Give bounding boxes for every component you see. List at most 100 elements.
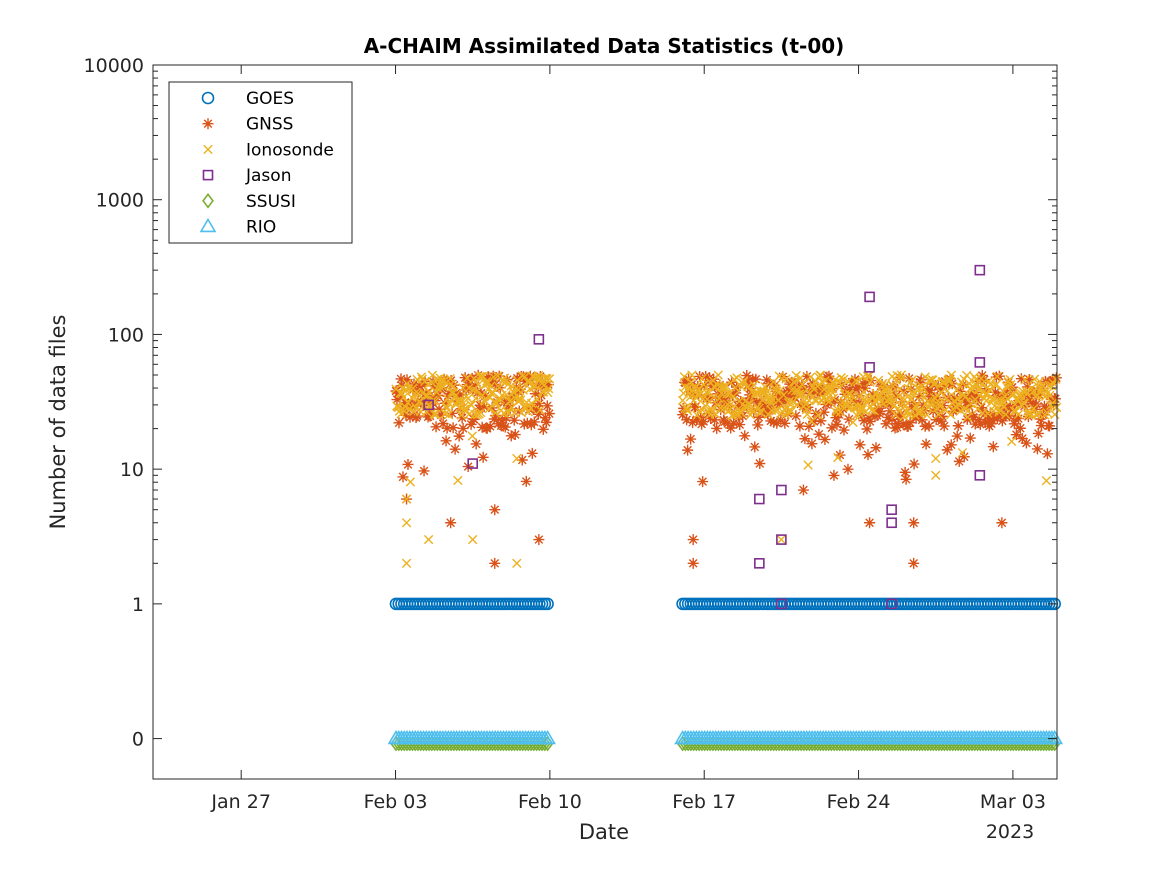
- data-point: [697, 373, 707, 384]
- data-point: [469, 380, 481, 392]
- data-point: [744, 399, 755, 409]
- data-point: [861, 423, 873, 435]
- data-point: [945, 410, 956, 420]
- data-point: [514, 383, 526, 395]
- legend-label: Ionosonde: [246, 140, 334, 160]
- data-point: [526, 398, 537, 409]
- data-point: [1037, 409, 1049, 421]
- data-point: [423, 534, 434, 545]
- data-point: [430, 396, 440, 406]
- data-point: [935, 415, 947, 427]
- data-point: [510, 407, 520, 418]
- data-point: [1036, 382, 1048, 394]
- data-point: [527, 402, 539, 414]
- data-point: [862, 449, 874, 461]
- x-axis: Jan 27 Feb 03 Feb 10 Feb 17 Feb 24 Mar 03: [210, 65, 1046, 813]
- data-point: [910, 412, 922, 424]
- data-point: [864, 362, 875, 373]
- legend-item-ionosonde: Ionosonde: [203, 140, 334, 160]
- data-point: [802, 409, 812, 419]
- data-point: [739, 430, 751, 442]
- data-point: [392, 387, 404, 399]
- data-point: [918, 383, 929, 394]
- data-point: [404, 411, 416, 423]
- data-point: [991, 413, 1003, 425]
- data-point: [490, 408, 500, 418]
- data-point: [1034, 408, 1044, 419]
- data-point: [754, 493, 765, 505]
- series-rio: [387, 730, 1064, 745]
- data-point: [681, 414, 693, 426]
- data-point: [1020, 375, 1030, 385]
- data-point: [533, 534, 545, 546]
- x-tick-label: Jan 27: [210, 791, 271, 813]
- data-point: [709, 414, 721, 426]
- data-point: [772, 386, 782, 396]
- data-point: [508, 414, 520, 426]
- data-point: [988, 411, 1000, 423]
- data-point: [1019, 398, 1030, 409]
- data-point: [467, 458, 479, 469]
- data-point: [543, 383, 554, 394]
- data-point: [923, 420, 935, 432]
- data-point: [719, 416, 731, 428]
- data-point: [908, 517, 920, 529]
- data-point: [463, 393, 473, 404]
- data-point: [928, 379, 939, 389]
- y-tick-label: 1000: [96, 190, 144, 212]
- data-point: [424, 387, 434, 397]
- legend-item-gnss: GNSS: [202, 115, 293, 135]
- data-point: [542, 374, 552, 384]
- data-point: [859, 382, 871, 394]
- data-point: [920, 372, 930, 382]
- data-point: [398, 392, 409, 402]
- data-point: [967, 385, 977, 395]
- data-point: [1031, 409, 1041, 420]
- data-point: [429, 409, 439, 419]
- data-point: [1051, 374, 1061, 384]
- data-point: [989, 401, 1000, 411]
- data-point: [906, 401, 918, 413]
- data-point: [702, 391, 714, 403]
- legend-label: RIO: [246, 218, 276, 238]
- x-tick-label: Mar 03: [980, 791, 1046, 813]
- data-point: [934, 409, 944, 420]
- data-point: [973, 414, 985, 426]
- data-point: [825, 384, 835, 394]
- data-point: [828, 469, 840, 481]
- data-point: [831, 407, 841, 417]
- data-point: [860, 376, 872, 388]
- data-point: [1018, 400, 1030, 412]
- data-point: [828, 393, 839, 403]
- data-point: [537, 423, 549, 435]
- data-point: [473, 403, 485, 415]
- data-point: [996, 517, 1008, 529]
- data-point: [544, 374, 555, 384]
- data-point: [541, 400, 553, 412]
- data-point: [751, 396, 763, 408]
- data-point: [786, 376, 798, 388]
- series-goes: [389, 597, 1061, 611]
- data-point: [690, 383, 701, 393]
- data-point: [765, 395, 775, 405]
- data-point: [765, 415, 777, 427]
- data-point: [1022, 411, 1034, 423]
- x-tick-label: Feb 17: [672, 791, 736, 813]
- data-point: [411, 410, 423, 422]
- data-point: [431, 409, 441, 419]
- data-point: [754, 558, 765, 569]
- data-point: [516, 454, 528, 466]
- data-point: [475, 371, 485, 382]
- data-point: [395, 373, 407, 385]
- data-point: [1008, 418, 1020, 430]
- legend: GOES GNSS Ionosonde Jason SSUSI RIO: [168, 81, 353, 244]
- data-point: [474, 399, 486, 411]
- data-point: [401, 374, 413, 386]
- data-point: [996, 395, 1007, 406]
- data-point: [882, 411, 894, 423]
- data-point: [823, 370, 835, 382]
- data-point: [891, 421, 903, 433]
- data-point: [777, 374, 787, 384]
- data-point: [874, 405, 886, 417]
- data-point: [776, 534, 787, 545]
